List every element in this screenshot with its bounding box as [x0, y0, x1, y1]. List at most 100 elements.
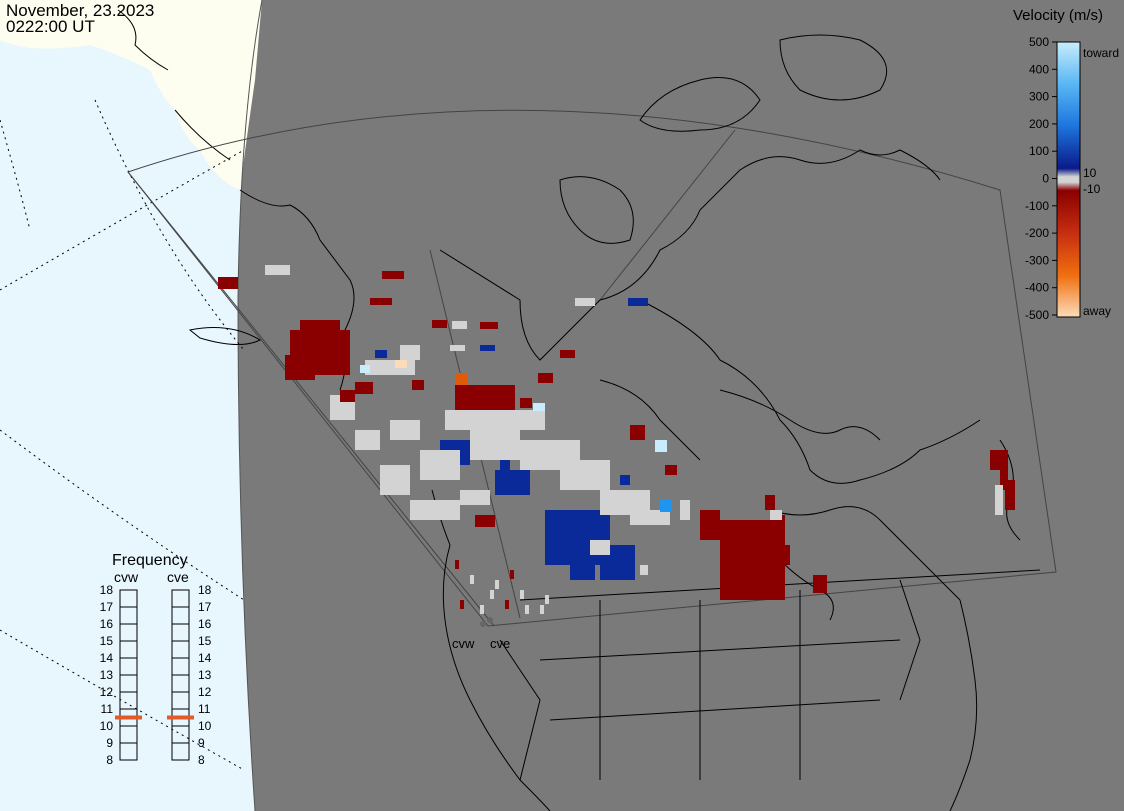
velocity-cell [445, 410, 545, 430]
velocity-cell [700, 510, 720, 540]
frequency-tick-label: 8 [198, 753, 205, 767]
frequency-tick-label: 18 [198, 583, 212, 597]
velocity-cell [460, 600, 464, 609]
frequency-radar1: cvw [114, 569, 139, 585]
legend-title: Velocity (m/s) [1013, 7, 1103, 24]
site-label-cve: cve [490, 636, 510, 651]
velocity-cell [450, 345, 465, 351]
velocity-cell [560, 460, 610, 490]
velocity-cell [432, 320, 447, 328]
velocity-cell [455, 373, 467, 385]
velocity-cell [285, 355, 315, 380]
frequency-tick-label: 13 [198, 668, 212, 682]
velocity-cell [395, 360, 407, 368]
frequency-marker-cve [167, 715, 194, 720]
velocity-cell [390, 420, 420, 440]
legend-tick-label: 100 [1029, 144, 1049, 158]
date-label: November, 23.2023 [6, 1, 155, 20]
velocity-cell [995, 485, 1003, 515]
velocity-cell [570, 560, 595, 580]
velocity-cell [575, 298, 595, 306]
legend-tick-label: 500 [1029, 35, 1049, 49]
legend-tick-label: 300 [1029, 90, 1049, 104]
frequency-radar2: cve [167, 569, 189, 585]
frequency-tick-label: 10 [198, 719, 212, 733]
velocity-cell [640, 565, 648, 575]
velocity-cell [480, 322, 498, 329]
frequency-tick-label: 12 [198, 685, 212, 699]
velocity-cell [680, 500, 690, 520]
velocity-cell [490, 590, 494, 599]
legend-toward-label: toward [1083, 46, 1119, 60]
velocity-colorbar [1056, 41, 1081, 318]
velocity-cell [560, 350, 575, 358]
velocity-cell [480, 345, 495, 351]
velocity-cell [990, 450, 1000, 470]
velocity-cell [590, 540, 610, 555]
legend-tick-label: -300 [1025, 253, 1049, 267]
velocity-cell [538, 373, 553, 383]
frequency-tick-label: 9 [198, 736, 205, 750]
velocity-cell [665, 465, 677, 475]
velocity-cell [420, 450, 460, 480]
velocity-cell [500, 460, 510, 470]
legend-tick-label: -200 [1025, 226, 1049, 240]
radar-sites: cvw cve [452, 617, 510, 651]
frequency-tick-label: 18 [100, 583, 114, 597]
graticule [0, 99, 245, 771]
velocity-cell [470, 430, 520, 460]
velocity-cell [770, 510, 782, 520]
velocity-cell [620, 475, 630, 485]
velocity-cell [455, 385, 515, 410]
velocity-cell [370, 298, 392, 305]
legend-tick-label: -500 [1025, 308, 1049, 322]
legend-tick-label: 0 [1042, 172, 1049, 186]
frequency-tick-label: 17 [198, 600, 212, 614]
velocity-cell [300, 320, 340, 335]
frequency-tick-label: 8 [106, 753, 113, 767]
velocity-cell [520, 590, 524, 599]
velocity-cell [495, 580, 499, 589]
velocity-cell [470, 575, 474, 584]
velocity-echoes [218, 265, 1015, 614]
velocity-cell [340, 390, 355, 402]
velocity-cell [455, 560, 459, 569]
velocity-cell [770, 515, 785, 545]
velocity-cell [505, 600, 509, 609]
frequency-tick-label: 14 [198, 651, 212, 665]
velocity-cell [360, 365, 370, 373]
daylight-region [0, 0, 262, 811]
velocity-cell [655, 440, 667, 452]
frequency-panel: Frequency cvw cve 18 18 17 17 16 16 15 15 14 14 13… [100, 552, 212, 767]
frequency-tick-label: 17 [100, 600, 114, 614]
legend-pos-10: 10 [1083, 166, 1097, 180]
velocity-cell [628, 298, 648, 306]
velocity-cell [265, 265, 290, 275]
frequency-tick-label: 15 [100, 634, 114, 648]
coastlines [188, 34, 1041, 811]
velocity-cell [545, 510, 610, 565]
velocity-cell [780, 545, 790, 565]
velocity-cell [1005, 480, 1015, 510]
velocity-cell [545, 595, 549, 604]
frequency-tick-label: 12 [100, 685, 114, 699]
frequency-tick-label: 16 [100, 617, 114, 631]
velocity-cell [412, 380, 424, 390]
velocity-cell [765, 495, 775, 510]
site-label-cvw: cvw [452, 636, 475, 651]
velocity-cell [630, 425, 645, 440]
frequency-tick-label: 13 [100, 668, 114, 682]
velocity-cell [365, 360, 415, 375]
legend-neg-10: -10 [1083, 182, 1101, 196]
velocity-cell [585, 520, 597, 532]
velocity-cell [630, 510, 670, 525]
frequency-tick-label: 11 [101, 702, 114, 716]
terminator-line [237, 0, 263, 811]
frequency-tick-label: 15 [198, 634, 212, 648]
frequency-title: Frequency [112, 552, 188, 569]
time-label: 0222:00 UT [6, 17, 95, 36]
velocity-cell [520, 398, 532, 408]
velocity-cell [495, 470, 530, 495]
velocity-cell [480, 605, 484, 614]
velocity-cell [540, 605, 544, 614]
